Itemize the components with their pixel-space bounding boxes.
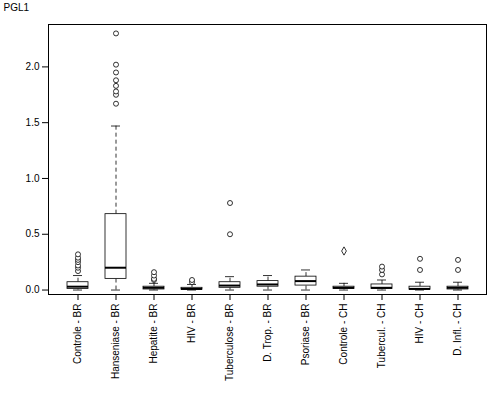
svg-text:PGL1: PGL1 [4, 2, 30, 13]
svg-text:1.5: 1.5 [26, 117, 40, 128]
svg-text:0.0: 0.0 [26, 284, 40, 295]
svg-text:D. Trop. - BR: D. Trop. - BR [262, 304, 273, 362]
svg-text:D. Infl. - CH: D. Infl. - CH [452, 304, 463, 356]
svg-text:0.5: 0.5 [26, 228, 40, 239]
svg-text:Psoriase - BR: Psoriase - BR [300, 304, 311, 366]
svg-text:HIV - CH: HIV - CH [414, 304, 425, 344]
svg-text:Tubercul. - CH: Tubercul. - CH [376, 304, 387, 369]
svg-text:Controle - BR: Controle - BR [72, 304, 83, 365]
svg-text:2.0: 2.0 [26, 61, 40, 72]
svg-text:Hanseniase - BR: Hanseniase - BR [110, 304, 121, 380]
svg-text:1.0: 1.0 [26, 173, 40, 184]
svg-text:Hepatite - BR: Hepatite - BR [148, 304, 159, 364]
svg-text:Tuberculose - BR: Tuberculose - BR [224, 304, 235, 381]
svg-text:Controle - CH: Controle - CH [338, 304, 349, 365]
svg-text:HIV - BR: HIV - BR [186, 304, 197, 343]
